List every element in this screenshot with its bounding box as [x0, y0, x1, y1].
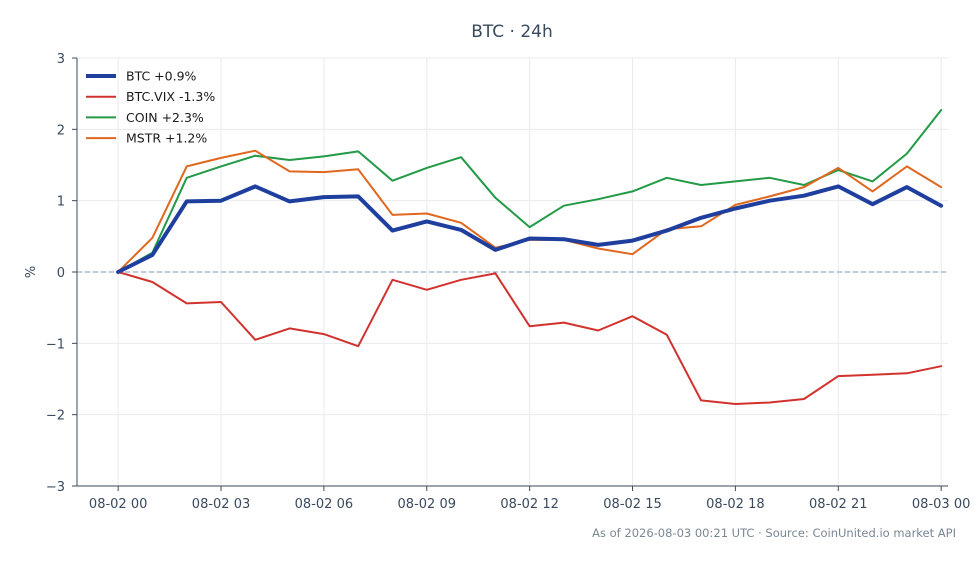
legend-label: COIN +2.3% — [126, 110, 204, 125]
x-tick-label: 08-03 00 — [912, 497, 970, 512]
chart-title: BTC · 24h — [471, 22, 553, 42]
x-tick-label: 08-02 03 — [192, 497, 250, 512]
y-tick-label: −2 — [46, 409, 65, 424]
footer-note: As of 2026-08-03 00:21 UTC · Source: Coi… — [592, 526, 956, 540]
y-tick-label: −3 — [46, 480, 65, 495]
x-tick-label: 08-02 00 — [89, 497, 147, 512]
legend: BTC +0.9% BTC.VIX -1.3% COIN +2.3% MSTR +1.… — [86, 69, 215, 146]
x-tick-label: 08-02 21 — [809, 497, 867, 512]
x-ticks: 08-02 00 08-02 03 08-02 06 08-02 09 08-02 12… — [89, 486, 970, 512]
y-tick-label: −1 — [46, 337, 65, 352]
x-tick-label: 08-02 12 — [500, 497, 558, 512]
y-axis-label: % — [24, 266, 39, 278]
x-tick-label: 08-02 18 — [706, 497, 764, 512]
y-tick-label: 3 — [57, 52, 65, 67]
series-lines — [116, 109, 944, 405]
series-line — [116, 184, 944, 274]
x-tick-label: 08-02 09 — [398, 497, 456, 512]
y-tick-label: 1 — [57, 195, 65, 210]
legend-label: BTC +0.9% — [126, 69, 197, 84]
x-tick-label: 08-02 15 — [603, 497, 661, 512]
series-line — [117, 271, 943, 405]
legend-label: BTC.VIX -1.3% — [126, 89, 215, 104]
legend-label: MSTR +1.2% — [126, 131, 207, 146]
y-tick-label: 0 — [57, 266, 65, 281]
series-line — [117, 109, 943, 273]
y-tick-label: 2 — [57, 123, 65, 138]
x-tick-label: 08-02 06 — [295, 497, 353, 512]
y-ticks: 3 2 1 0 −1 −2 −3 — [46, 52, 77, 495]
